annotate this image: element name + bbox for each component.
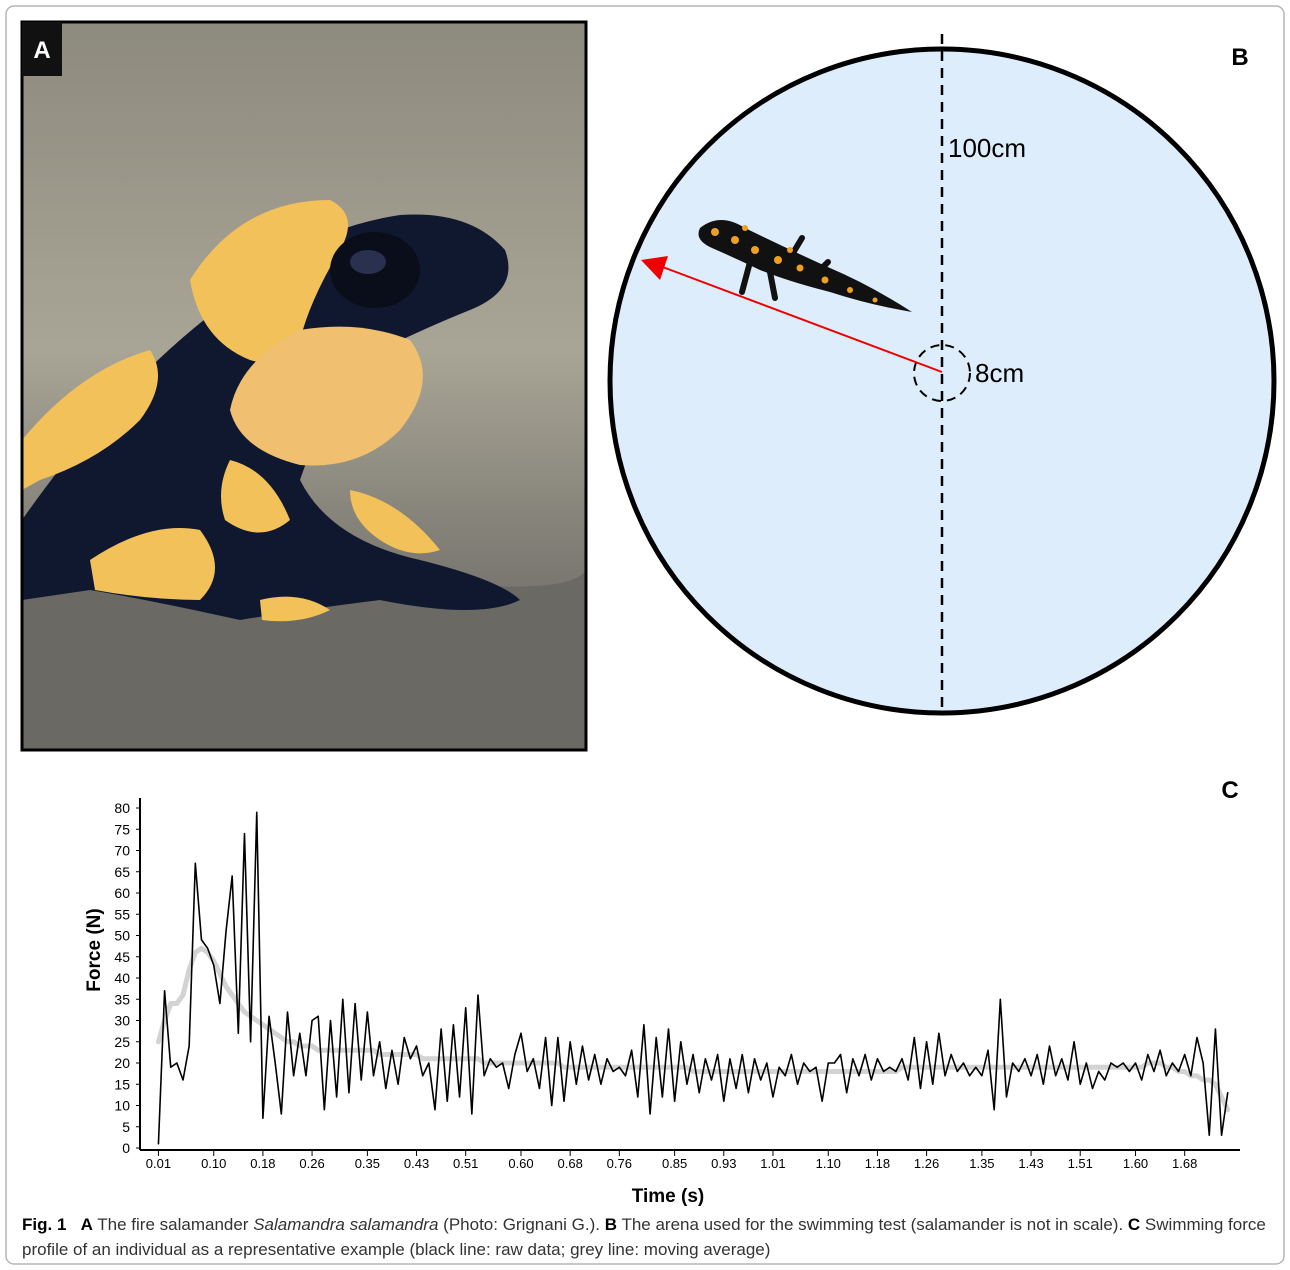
caption-text: The fire salamander <box>97 1215 248 1234</box>
x-tick-label: 0.76 <box>607 1156 632 1171</box>
y-tick-label: 25 <box>114 1034 130 1050</box>
panel-label: C <box>1221 777 1238 804</box>
y-tick-label: 20 <box>114 1055 130 1071</box>
x-tick-label: 1.60 <box>1123 1156 1148 1171</box>
y-tick-label: 45 <box>114 949 130 965</box>
species-name: Salamandra salamandra <box>253 1215 438 1234</box>
x-tick-label: 1.01 <box>760 1156 785 1171</box>
x-tick-label: 0.68 <box>558 1156 583 1171</box>
y-tick-label: 55 <box>114 906 130 922</box>
panel-label: B <box>1231 44 1248 71</box>
x-tick-label: 0.10 <box>201 1156 226 1171</box>
y-tick-label: 10 <box>114 1098 130 1114</box>
y-axis-title: Force (N) <box>84 908 105 991</box>
y-tick-label: 30 <box>114 1013 130 1029</box>
x-tick-label: 1.26 <box>914 1156 939 1171</box>
y-tick-label: 40 <box>114 970 130 986</box>
y-tick-label: 70 <box>114 843 130 859</box>
x-tick-label: 0.18 <box>250 1156 275 1171</box>
y-tick-label: 75 <box>114 821 130 837</box>
dimension-label: 100cm <box>948 133 1026 163</box>
y-tick-label: 65 <box>114 864 130 880</box>
x-tick-label: 1.51 <box>1068 1156 1093 1171</box>
photo <box>22 22 587 750</box>
caption-label: C <box>1128 1215 1140 1234</box>
x-tick-label: 1.43 <box>1018 1156 1043 1171</box>
x-axis-title: Time (s) <box>632 1186 705 1207</box>
x-tick-label: 0.60 <box>508 1156 533 1171</box>
y-tick-label: 50 <box>114 928 130 944</box>
panel-label: A <box>33 37 50 64</box>
x-tick-label: 0.35 <box>355 1156 380 1171</box>
dimension-label: 8cm <box>975 358 1024 388</box>
data-line <box>158 812 1227 1144</box>
caption-text: (Photo: Grignani G.). <box>443 1215 600 1234</box>
caption-text: The arena used for the swimming test (sa… <box>621 1215 1123 1234</box>
x-tick-label: 1.10 <box>816 1156 841 1171</box>
figure-number: Fig. 1 <box>22 1215 66 1234</box>
x-tick-label: 0.01 <box>146 1156 171 1171</box>
y-tick-label: 80 <box>114 800 130 816</box>
figure: A B 100cm 8cm C Time (s) Force (N) 0 5 10 1… <box>0 0 1290 1270</box>
figure-canvas: A B 100cm 8cm C Time (s) Force (N) 0 5 10 1… <box>0 0 1290 1270</box>
x-tick-label: 0.93 <box>711 1156 736 1171</box>
caption-label: A <box>81 1215 93 1234</box>
y-tick-label: 60 <box>114 885 130 901</box>
caption: Fig. 1 A The fire salamander Salamandra … <box>22 1212 1272 1262</box>
x-tick-label: 0.85 <box>662 1156 687 1171</box>
x-tick-label: 1.68 <box>1172 1156 1197 1171</box>
x-tick-label: 1.18 <box>865 1156 890 1171</box>
caption-label: B <box>605 1215 617 1234</box>
x-tick-label: 1.35 <box>969 1156 994 1171</box>
x-tick-label: 0.43 <box>404 1156 429 1171</box>
y-tick-label: 35 <box>114 991 130 1007</box>
y-tick-label: 5 <box>122 1119 130 1135</box>
y-tick-label: 0 <box>122 1140 130 1156</box>
x-tick-label: 0.26 <box>299 1156 324 1171</box>
y-tick-label: 15 <box>114 1076 130 1092</box>
x-tick-label: 0.51 <box>453 1156 478 1171</box>
